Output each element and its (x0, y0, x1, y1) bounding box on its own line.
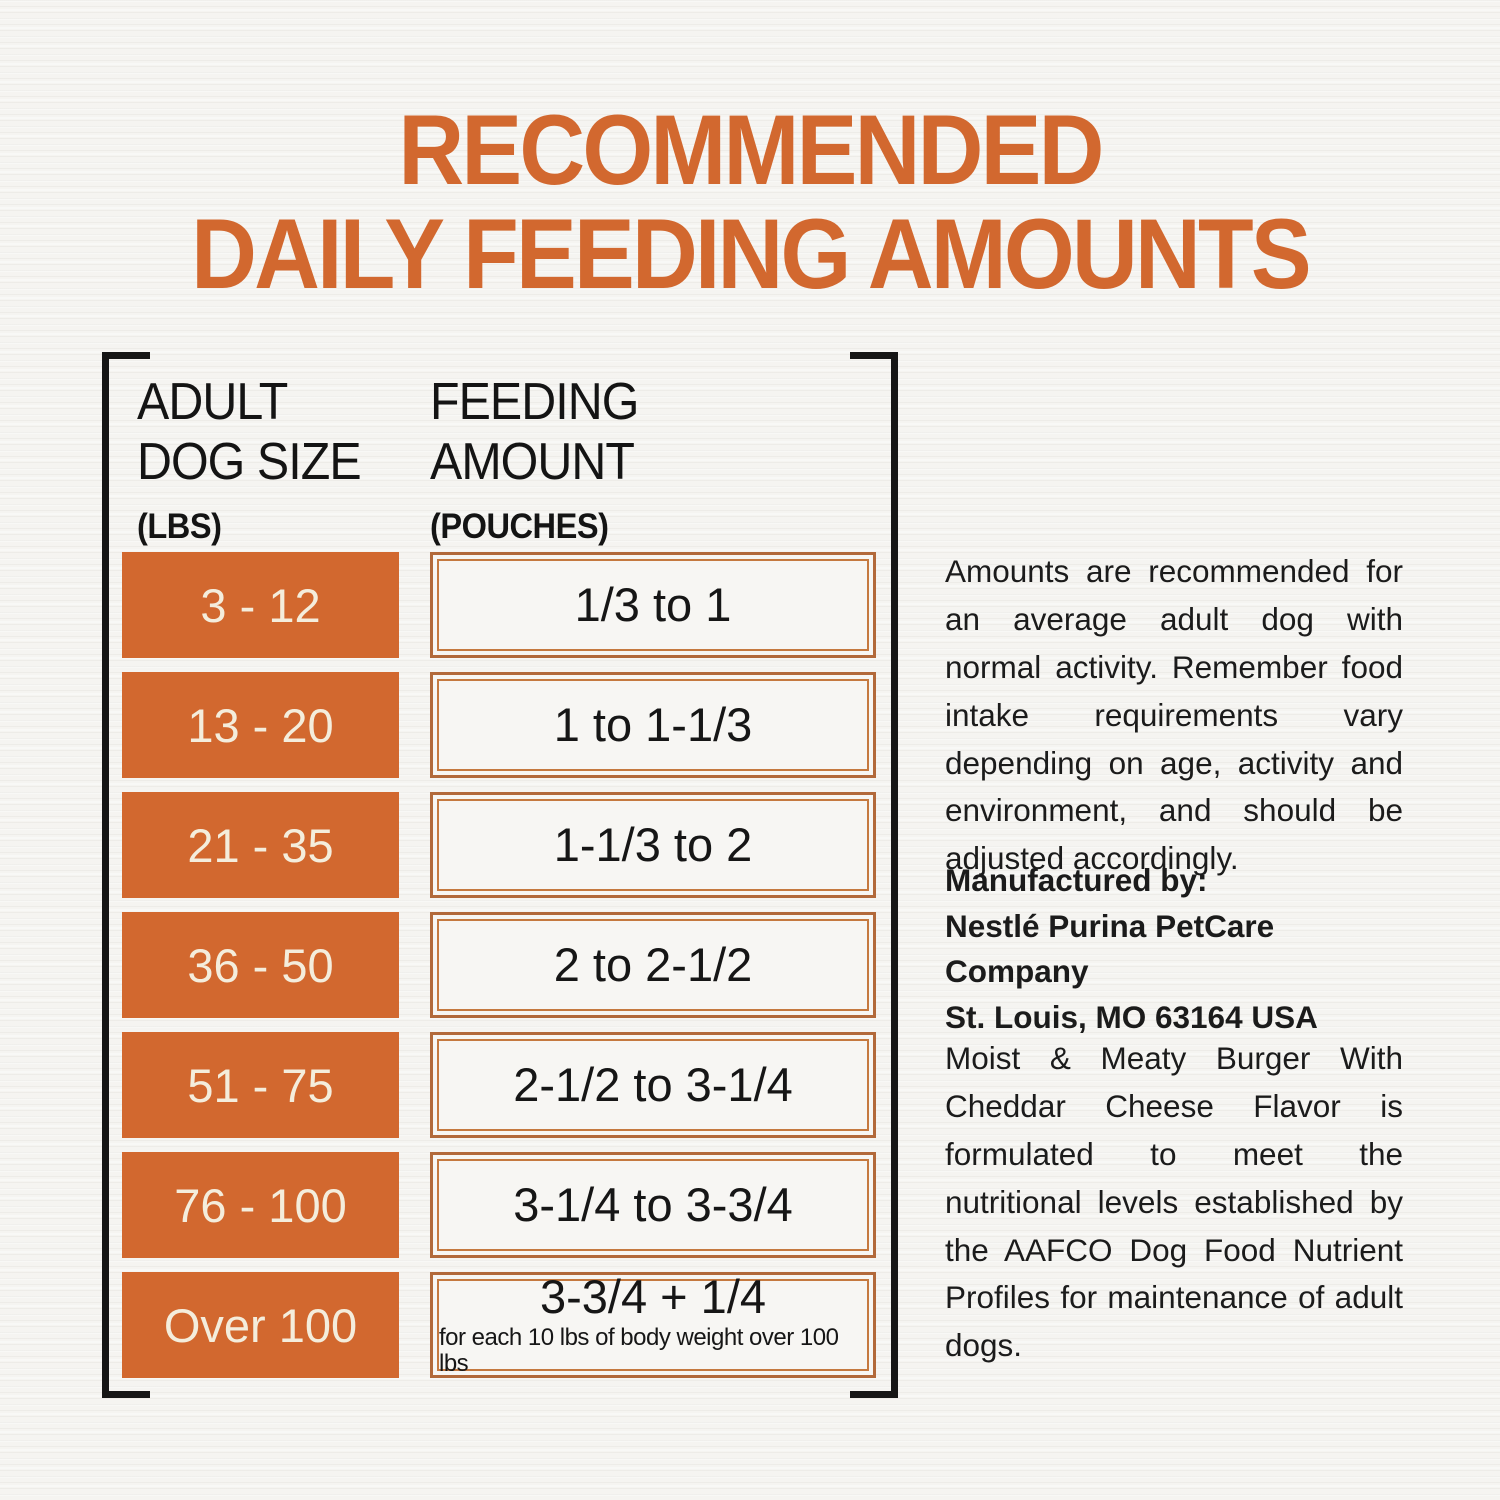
aafco-text: Moist & Meaty Burger With Cheddar Cheese… (945, 1040, 1403, 1364)
feeding-amount-cell: 1 to 1-1/3 (430, 672, 876, 778)
dog-size-cell: 76 - 100 (122, 1152, 399, 1258)
column-header-feeding-amount: FEEDING AMOUNT (POUCHES) (430, 372, 639, 547)
feeding-amount-value: 1-1/3 to 2 (553, 818, 753, 872)
feeding-table: 3 - 12 1/3 to 1 13 - 20 1 to 1-1/3 21 - … (122, 552, 876, 1392)
dog-size-cell: Over 100 (122, 1272, 399, 1378)
table-row: 3 - 12 1/3 to 1 (122, 552, 876, 658)
table-bracket-left (102, 352, 150, 1398)
feeding-amount-footnote: for each 10 lbs of body weight over 100 … (439, 1323, 839, 1378)
feeding-amount-value: 2 to 2-1/2 (553, 938, 753, 992)
recommendation-text: Amounts are recommended for an average a… (945, 553, 1403, 877)
manufacturer-block: Manufactured by: Nestlé Purina PetCare C… (945, 858, 1403, 1041)
dog-size-cell: 51 - 75 (122, 1032, 399, 1138)
feeding-amount-cell: 3-1/4 to 3-3/4 (430, 1152, 876, 1258)
feeding-amount-value: 3-1/4 to 3-3/4 (513, 1178, 793, 1232)
feeding-amount-header-unit: (POUCHES) (430, 506, 609, 546)
page-title-line2: DAILY FEEDING AMOUNTS (191, 197, 1312, 309)
dog-size-cell: 36 - 50 (122, 912, 399, 1018)
table-row: 76 - 100 3-1/4 to 3-3/4 (122, 1152, 876, 1258)
table-row: 21 - 35 1-1/3 to 2 (122, 792, 876, 898)
recommendation-paragraph: Amounts are recommended for an average a… (945, 548, 1403, 883)
page-title-line1: RECOMMENDED (398, 94, 1104, 205)
feeding-amount-header-line2: AMOUNT (430, 433, 635, 492)
feeding-amount-value: 2-1/2 to 3-1/4 (513, 1058, 793, 1112)
feeding-amount-cell: 1/3 to 1 (430, 552, 876, 658)
page-title: RECOMMENDED DAILY FEEDING AMOUNTS (60, 98, 1440, 306)
feeding-amount-value: 1/3 to 1 (574, 578, 732, 632)
manufacturer-address: St. Louis, MO 63164 USA (945, 999, 1318, 1036)
manufacturer-company: Nestlé Purina PetCare Company (945, 907, 1275, 990)
feeding-amount-cell: 3-3/4 + 1/4 for each 10 lbs of body weig… (430, 1272, 876, 1378)
column-header-dog-size: ADULT DOG SIZE (LBS) (137, 372, 362, 547)
table-row: Over 100 3-3/4 + 1/4 for each 10 lbs of … (122, 1272, 876, 1378)
dog-size-header-unit: (LBS) (137, 506, 222, 546)
table-row: 13 - 20 1 to 1-1/3 (122, 672, 876, 778)
feeding-amount-cell: 1-1/3 to 2 (430, 792, 876, 898)
table-bracket-right (850, 352, 898, 1398)
dog-size-cell: 13 - 20 (122, 672, 399, 778)
manufacturer-label: Manufactured by: (945, 862, 1208, 898)
feeding-amount-value: 3-3/4 + 1/4 (539, 1270, 767, 1324)
table-row: 36 - 50 2 to 2-1/2 (122, 912, 876, 1018)
feeding-amount-value: 1 to 1-1/3 (553, 698, 753, 752)
feeding-amount-header-line1: FEEDING (430, 373, 639, 431)
dog-size-cell: 21 - 35 (122, 792, 399, 898)
dog-size-header-line2: DOG SIZE (137, 433, 362, 492)
feeding-amount-cell: 2-1/2 to 3-1/4 (430, 1032, 876, 1138)
dog-size-header-line1: ADULT (137, 373, 288, 431)
table-row: 51 - 75 2-1/2 to 3-1/4 (122, 1032, 876, 1138)
feeding-amount-cell: 2 to 2-1/2 (430, 912, 876, 1018)
dog-size-cell: 3 - 12 (122, 552, 399, 658)
aafco-statement: Moist & Meaty Burger With Cheddar Cheese… (945, 1035, 1403, 1370)
